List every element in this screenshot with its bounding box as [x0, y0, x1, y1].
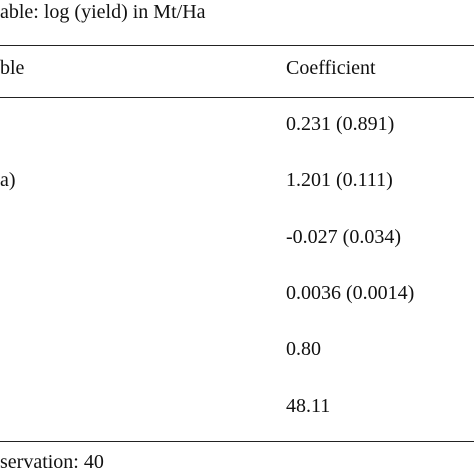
header-variable: ble	[0, 57, 25, 79]
row-5-coefficient: 0.80	[286, 338, 321, 360]
table-footer: servation: 40	[0, 451, 104, 473]
header-coefficient: Coefficient	[286, 57, 376, 79]
header-rule	[0, 97, 474, 98]
row-2-variable: a)	[0, 169, 16, 191]
row-1-coefficient: 0.231 (0.891)	[286, 113, 395, 135]
row-2-coefficient: 1.201 (0.111)	[286, 169, 393, 191]
row-6-coefficient: 48.11	[286, 395, 331, 417]
row-4-coefficient: 0.0036 (0.0014)	[286, 282, 415, 304]
row-3-coefficient: -0.027 (0.034)	[286, 226, 401, 248]
top-rule	[0, 45, 474, 46]
table-caption: able: log (yield) in Mt/Ha	[0, 1, 206, 23]
bottom-rule	[0, 441, 474, 442]
